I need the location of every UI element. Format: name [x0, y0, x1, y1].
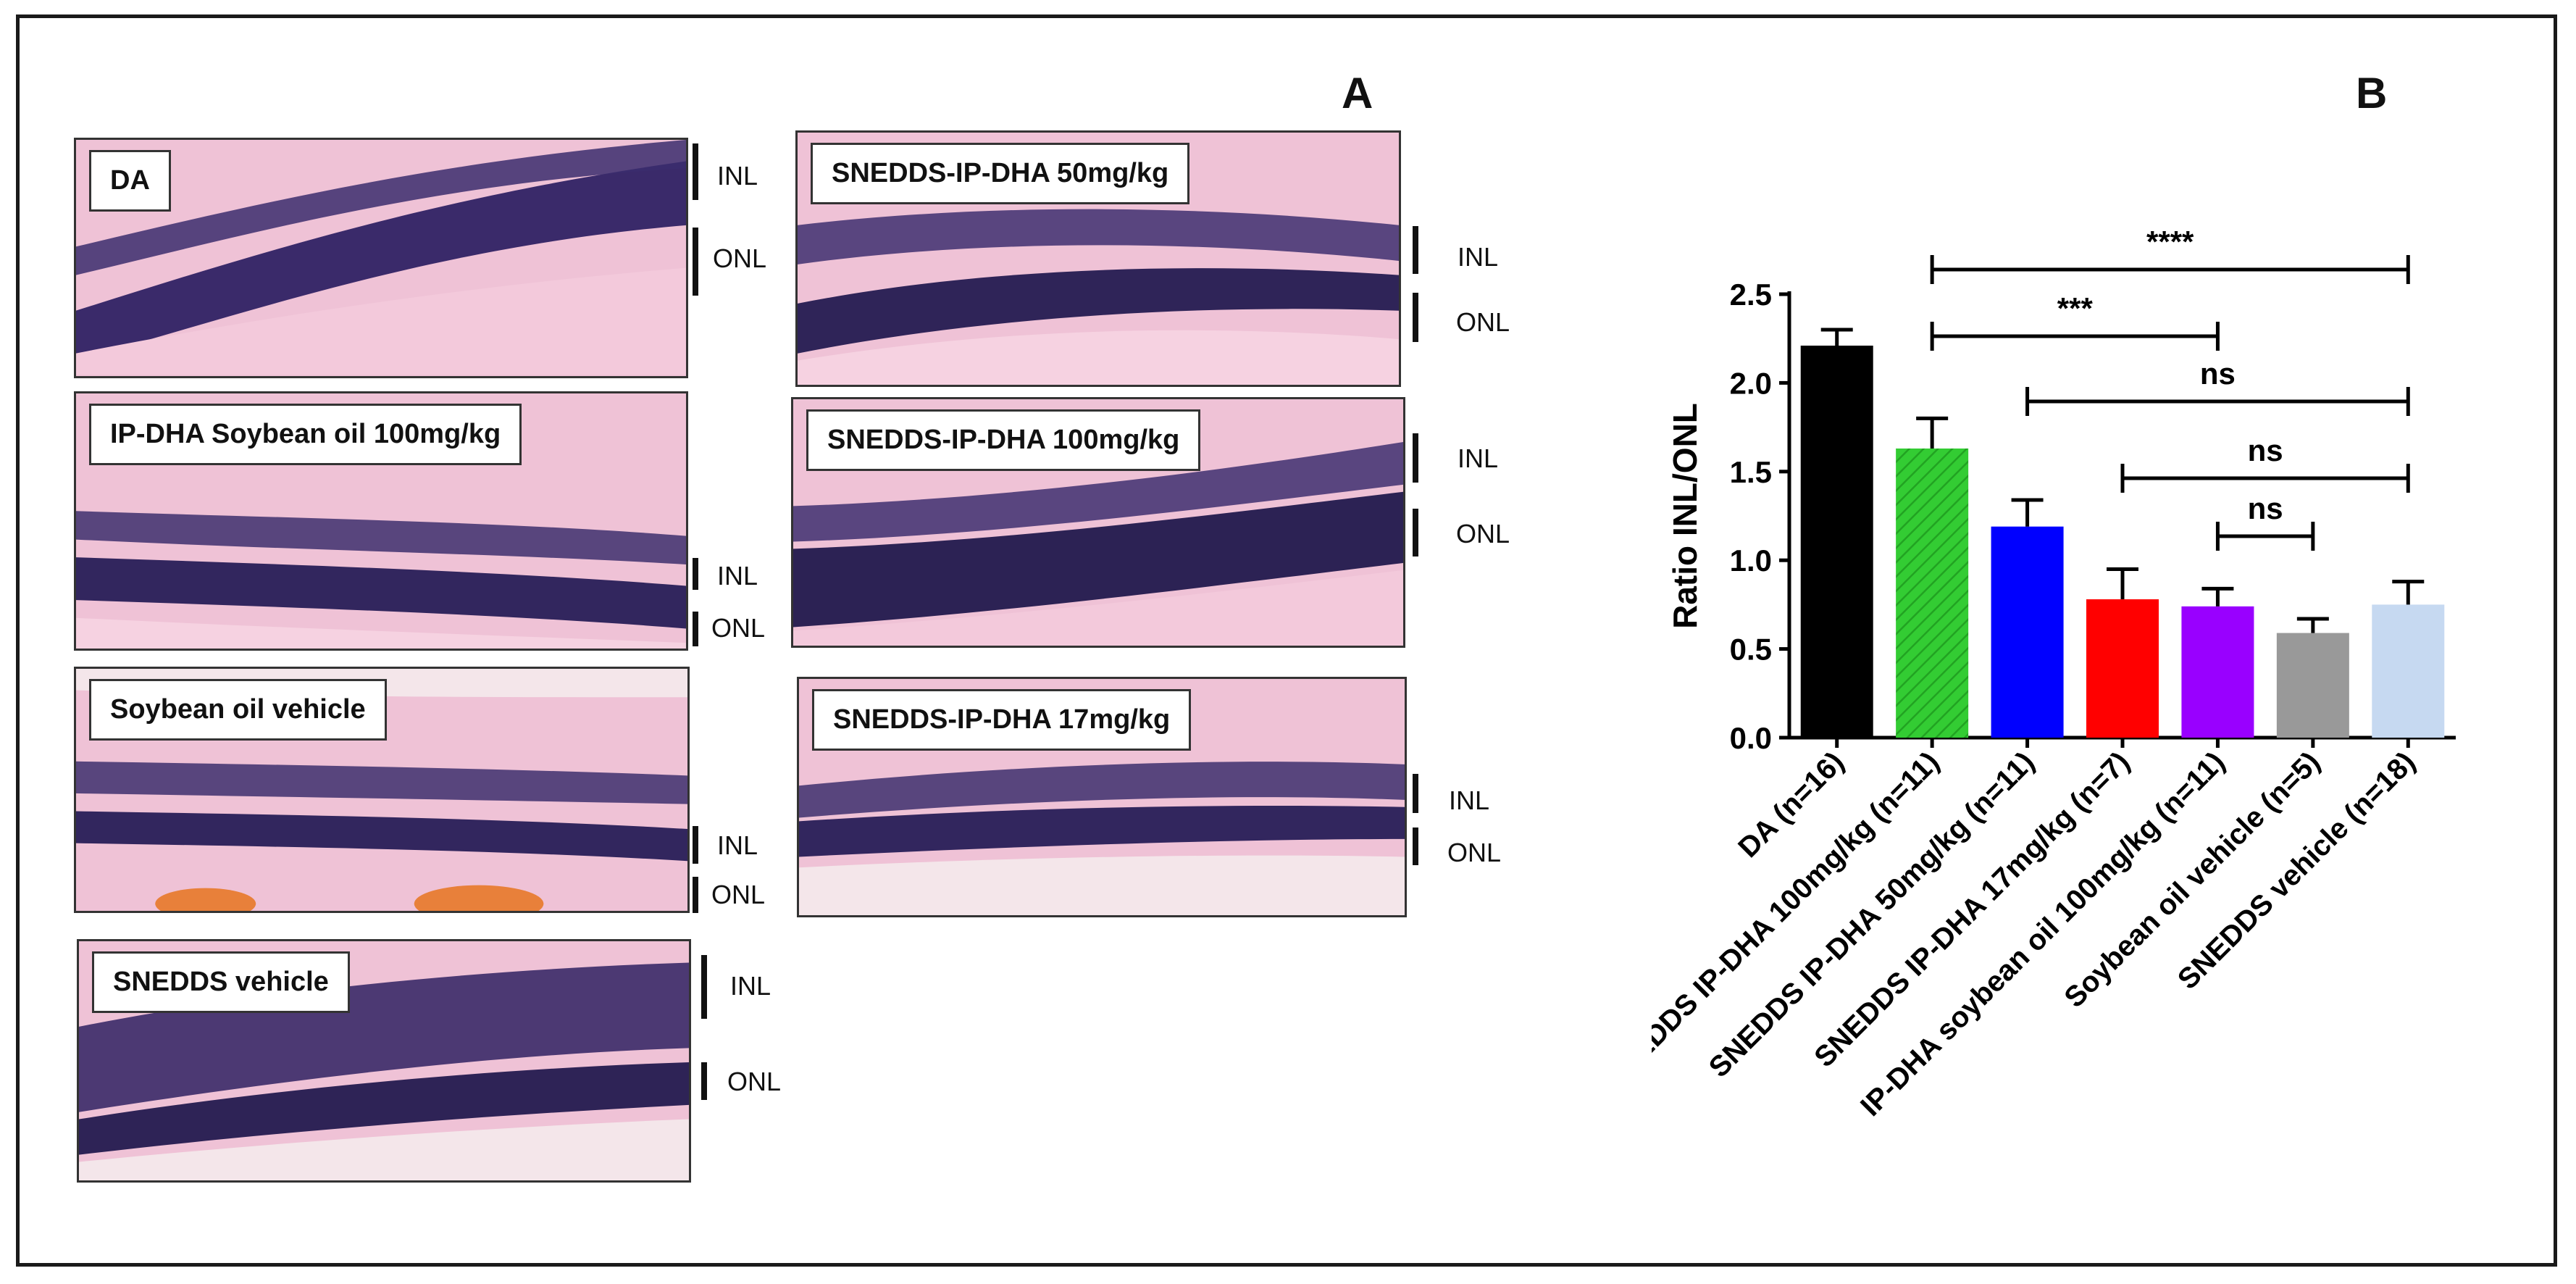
onl-label: ONL	[711, 880, 766, 909]
inl-marker	[693, 826, 698, 864]
inl-label: INL	[1449, 785, 1490, 815]
micrograph-snedds-17: SNEDDS-IP-DHA 17mg/kg	[797, 677, 1407, 917]
inl-marker	[693, 143, 698, 200]
bar	[2086, 599, 2159, 738]
onl-marker	[693, 228, 698, 296]
onl-marker	[693, 612, 698, 646]
inl-label: INL	[1458, 443, 1499, 473]
onl-label: ONL	[1447, 838, 1502, 867]
onl-label: ONL	[713, 243, 767, 273]
inl-label: INL	[717, 161, 758, 191]
significance-label: ns	[2248, 433, 2283, 467]
bar	[1896, 448, 1969, 738]
y-tick-label: 0.0	[1730, 721, 1772, 755]
inl-marker	[1413, 226, 1418, 274]
onl-label: ONL	[727, 1067, 782, 1096]
significance-label: ***	[2057, 291, 2094, 325]
micrograph-label: IP-DHA Soybean oil 100mg/kg	[89, 404, 522, 465]
figure-frame	[16, 14, 2557, 1267]
bar	[2372, 604, 2445, 738]
micrograph-soybean-100: IP-DHA Soybean oil 100mg/kg	[74, 391, 688, 651]
onl-marker	[1413, 827, 1418, 865]
inl-label: INL	[717, 830, 758, 860]
micrograph-soybean-vehicle: Soybean oil vehicle	[74, 667, 690, 913]
bar	[1800, 345, 1873, 738]
onl-marker	[701, 1062, 707, 1100]
micrograph-label: DA	[89, 150, 171, 212]
micrograph-label: SNEDDS-IP-DHA 50mg/kg	[811, 143, 1190, 204]
inl-marker	[1413, 774, 1418, 813]
y-tick-label: 2.0	[1730, 366, 1772, 400]
bar	[1991, 526, 2064, 738]
inl-label: INL	[717, 561, 758, 591]
inl-label: INL	[730, 971, 771, 1001]
micrograph-label: SNEDDS-IP-DHA 17mg/kg	[812, 689, 1192, 751]
micrograph-snedds-100: SNEDDS-IP-DHA 100mg/kg	[791, 397, 1405, 648]
y-tick-label: 1.0	[1730, 543, 1772, 578]
micrograph-label: SNEDDS vehicle	[92, 951, 350, 1013]
inl-marker	[1413, 433, 1418, 483]
panel-a-letter: A	[1342, 69, 1373, 117]
y-tick-label: 1.5	[1730, 455, 1772, 489]
y-axis-label: Ratio INL/ONL	[1666, 403, 1704, 629]
bar	[2181, 606, 2254, 738]
y-tick-label: 0.5	[1730, 633, 1772, 667]
micrograph-label: Soybean oil vehicle	[89, 679, 387, 741]
onl-marker	[693, 877, 698, 913]
panel-b-letter: B	[2356, 69, 2388, 117]
significance-label: ns	[2248, 491, 2283, 525]
onl-label: ONL	[1456, 307, 1510, 337]
y-tick-label: 2.5	[1730, 278, 1772, 312]
inl-label: INL	[1458, 242, 1499, 272]
micrograph-snedds-50: SNEDDS-IP-DHA 50mg/kg	[795, 130, 1401, 387]
inl-marker	[701, 955, 707, 1019]
inl-marker	[693, 558, 698, 590]
onl-label: ONL	[1456, 519, 1510, 549]
onl-marker	[1413, 293, 1418, 342]
significance-label: ****	[2146, 225, 2194, 259]
micrograph-snedds-vehicle: SNEDDS vehicle	[77, 939, 691, 1183]
onl-label: ONL	[711, 613, 766, 643]
micrograph-label: SNEDDS-IP-DHA 100mg/kg	[806, 409, 1201, 471]
significance-label: ns	[2200, 357, 2236, 391]
bar	[2276, 633, 2349, 738]
onl-marker	[1413, 509, 1418, 556]
micrograph-da: DA	[74, 138, 688, 378]
